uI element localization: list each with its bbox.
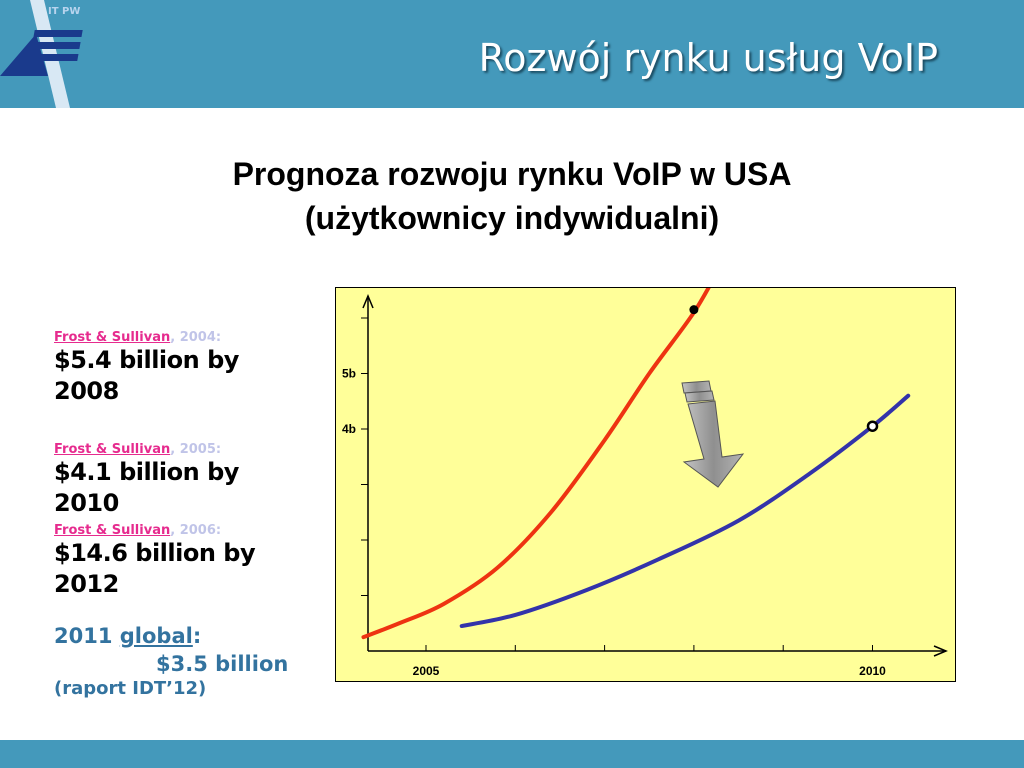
chart-heading: Prognoza rozwoju rynku VoIP w USA (użytk… <box>0 152 1024 240</box>
forecast-value-line2: 2010 <box>54 489 119 517</box>
source-link[interactable]: Frost & Sullivan <box>54 442 171 457</box>
y-tick-label: 5b <box>342 367 356 381</box>
data-point-marker <box>866 420 879 432</box>
data-point-marker <box>689 305 699 315</box>
series-line-1 <box>459 393 911 629</box>
logo-text: IT PW <box>48 6 81 17</box>
global-value: $3.5 billion <box>156 652 289 676</box>
series-line-0 <box>361 263 723 640</box>
chart-panel: 2005 2010 4b 5b <box>335 263 963 682</box>
footer-bar <box>0 740 1024 768</box>
forecast-value: $4.1 billion by 2010 <box>54 457 239 519</box>
voip-forecast-chart: 2005 2010 4b 5b <box>342 263 963 678</box>
slide-title: Rozwój rynku usług VoIP <box>478 36 938 80</box>
source-year: , 2004: <box>170 330 222 345</box>
source-year: , 2006: <box>170 523 222 538</box>
x-tick-label: 2010 <box>859 664 886 678</box>
forecast-value-line2: 2012 <box>54 570 119 598</box>
source-link[interactable]: Frost & Sullivan <box>54 523 171 538</box>
forecast-value-line1: $14.6 billion by <box>54 539 256 567</box>
global-label: 2011 global: <box>54 624 288 648</box>
forecast-source: Frost & Sullivan, 2004: <box>54 330 239 345</box>
global-year: 2011 <box>54 624 120 648</box>
forecast-value: $14.6 billion by 2012 <box>54 538 256 600</box>
downward-arrow-icon <box>681 380 745 488</box>
global-2011: 2011 global: $3.5 billion (raport IDT’12… <box>54 624 288 699</box>
global-colon: : <box>192 624 202 648</box>
forecast-value-line2: 2008 <box>54 377 119 405</box>
itpw-logo <box>0 0 83 108</box>
forecast-2005: Frost & Sullivan, 2005: $4.1 billion by 2… <box>54 442 239 519</box>
forecast-value-line1: $4.1 billion by <box>54 458 239 486</box>
forecast-2004: Frost & Sullivan, 2004: $5.4 billion by 2… <box>54 330 239 407</box>
y-tick-label: 4b <box>342 422 356 436</box>
chart-heading-line1: Prognoza rozwoju rynku VoIP w USA <box>232 156 792 192</box>
chart-heading-line2: (użytkownicy indywidualni) <box>304 200 720 236</box>
x-axis-arrowhead <box>933 645 948 657</box>
forecast-source: Frost & Sullivan, 2005: <box>54 442 239 457</box>
source-year: , 2005: <box>170 442 222 457</box>
y-axis-arrowhead <box>362 294 374 309</box>
forecast-value: $5.4 billion by 2008 <box>54 345 239 407</box>
global-word: global <box>119 624 193 648</box>
global-report: (raport IDT’12) <box>54 678 207 699</box>
x-tick-label: 2005 <box>413 664 440 678</box>
header-bar: IT PW Rozwój rynku usług VoIP <box>0 0 1024 108</box>
source-link[interactable]: Frost & Sullivan <box>54 330 171 345</box>
forecast-value-line1: $5.4 billion by <box>54 346 239 374</box>
forecast-source: Frost & Sullivan, 2006: <box>54 523 255 538</box>
forecast-2006: Frost & Sullivan, 2006: $14.6 billion by… <box>54 523 256 600</box>
